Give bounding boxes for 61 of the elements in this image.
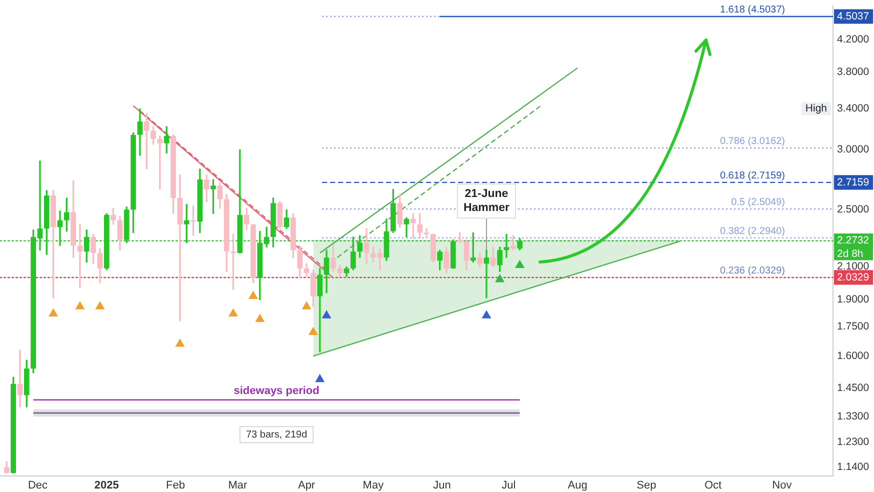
y-tick-label: 4.5037	[837, 10, 870, 22]
candlestick	[17, 350, 23, 408]
candlestick	[424, 228, 430, 239]
point	[48, 308, 58, 317]
y-tick-label: 2.2732	[837, 234, 870, 247]
y-tick-label: 2.1000	[837, 260, 870, 273]
y-tick-label: 1.3300	[837, 410, 870, 423]
point	[176, 338, 184, 347]
x-tick-label: Jun	[433, 480, 451, 492]
y-tick-label: 1.6000	[837, 350, 870, 362]
candlestick	[157, 136, 163, 190]
y-tick-label: 4.2000	[837, 33, 870, 46]
candlestick	[504, 234, 510, 258]
candlestick	[77, 224, 83, 288]
y-tick-label: 1.1400	[837, 461, 870, 474]
series-label: 0.786 (3.0162)	[720, 136, 785, 148]
y-tick-label: 1.9000	[837, 294, 870, 306]
point	[228, 308, 238, 317]
y-tick-label: 1.4500	[837, 382, 870, 394]
point	[248, 291, 258, 299]
point	[308, 327, 318, 336]
point	[482, 310, 491, 318]
point	[315, 374, 324, 382]
series-label: 0.382 (2.2940)	[720, 226, 785, 237]
x-tick-label: Mar	[228, 480, 248, 492]
y-tick-label: 2.0329	[837, 271, 870, 284]
x-tick-label: Sep	[636, 480, 656, 492]
series-label: 0.618 (2.7159)	[720, 170, 785, 182]
point	[96, 302, 104, 310]
y-tick-label: 3.4000	[837, 102, 870, 115]
x-tick-label: Aug	[568, 480, 588, 492]
x-tick-label: May	[362, 480, 384, 492]
y-tick-label: 2.5000	[837, 204, 870, 216]
y-tick-label: 2.7159	[837, 176, 870, 188]
candlestick	[177, 174, 183, 322]
annotation: 21-June Hammer	[463, 188, 510, 214]
annotation: 2d 8h	[837, 248, 864, 260]
x-tick-label: Jul	[502, 480, 516, 492]
series-label: 0.5 (2.5049)	[731, 196, 785, 208]
point	[76, 302, 84, 310]
x-tick-label: Dec	[28, 480, 48, 492]
y-tick-label: 3.0000	[837, 144, 870, 156]
point	[322, 310, 331, 318]
series-label: 73 bars, 219d	[246, 429, 308, 440]
series-label: sideways period	[234, 384, 320, 397]
point	[515, 260, 524, 268]
annotation: High	[805, 102, 828, 115]
x-tick-label: Feb	[166, 480, 185, 492]
series-label: 1.618 (4.5037)	[720, 4, 785, 16]
point	[495, 274, 504, 282]
y-tick-label: 1.7500	[837, 320, 870, 333]
candlestick	[404, 217, 410, 238]
x-tick-label: Nov	[772, 480, 792, 492]
x-tick-label: Oct	[704, 480, 722, 492]
y-tick-label: 1.2300	[837, 436, 870, 448]
point	[256, 314, 264, 322]
x-tick-label: 2025	[94, 480, 119, 492]
x-tick-label: Apr	[298, 480, 316, 492]
y-tick-label: 3.8000	[837, 66, 870, 78]
point	[302, 302, 311, 310]
ref-line-label: 0.236 (2.0329)	[720, 265, 785, 276]
